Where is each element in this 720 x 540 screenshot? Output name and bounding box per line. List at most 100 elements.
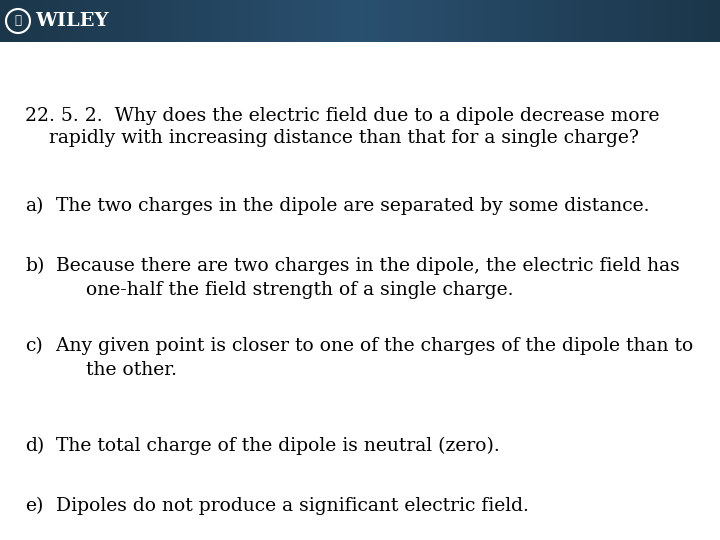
Bar bbox=[266, 0, 270, 42]
Bar bbox=[580, 0, 583, 42]
Text: d): d) bbox=[25, 437, 44, 455]
Bar bbox=[558, 0, 562, 42]
Bar bbox=[234, 0, 238, 42]
Text: e): e) bbox=[25, 497, 43, 515]
Bar bbox=[425, 0, 428, 42]
Bar bbox=[623, 0, 626, 42]
Bar bbox=[547, 0, 551, 42]
Bar bbox=[544, 0, 547, 42]
Bar bbox=[238, 0, 241, 42]
Bar bbox=[637, 0, 641, 42]
Bar bbox=[716, 0, 720, 42]
Bar bbox=[464, 0, 468, 42]
Bar bbox=[173, 0, 176, 42]
Bar bbox=[241, 0, 245, 42]
Bar bbox=[317, 0, 320, 42]
Bar bbox=[202, 0, 205, 42]
Bar bbox=[594, 0, 598, 42]
Bar bbox=[644, 0, 648, 42]
Bar bbox=[569, 0, 572, 42]
Text: The total charge of the dipole is neutral (zero).: The total charge of the dipole is neutra… bbox=[50, 437, 500, 455]
Bar bbox=[515, 0, 518, 42]
Bar bbox=[421, 0, 425, 42]
Bar bbox=[389, 0, 392, 42]
Bar bbox=[479, 0, 482, 42]
Bar bbox=[472, 0, 475, 42]
Bar bbox=[126, 0, 130, 42]
Bar bbox=[335, 0, 338, 42]
Bar bbox=[230, 0, 234, 42]
Bar bbox=[54, 0, 58, 42]
Bar bbox=[158, 0, 162, 42]
Bar bbox=[277, 0, 281, 42]
Text: a): a) bbox=[25, 197, 43, 215]
Bar bbox=[216, 0, 220, 42]
Bar bbox=[378, 0, 382, 42]
Text: Because there are two charges in the dipole, the electric field has
      one-ha: Because there are two charges in the dip… bbox=[50, 257, 680, 299]
Bar bbox=[209, 0, 212, 42]
Bar bbox=[263, 0, 266, 42]
Bar bbox=[367, 0, 371, 42]
Bar bbox=[148, 0, 151, 42]
Bar bbox=[166, 0, 169, 42]
Bar bbox=[677, 0, 680, 42]
Bar bbox=[306, 0, 310, 42]
Bar bbox=[403, 0, 407, 42]
Bar bbox=[486, 0, 490, 42]
Bar bbox=[101, 0, 104, 42]
Bar bbox=[504, 0, 508, 42]
Bar bbox=[526, 0, 529, 42]
Bar bbox=[684, 0, 688, 42]
Bar bbox=[706, 0, 709, 42]
Bar bbox=[119, 0, 122, 42]
Bar bbox=[108, 0, 112, 42]
Bar bbox=[634, 0, 637, 42]
Bar bbox=[454, 0, 457, 42]
Bar bbox=[670, 0, 673, 42]
Bar bbox=[274, 0, 277, 42]
Bar bbox=[270, 0, 274, 42]
Text: Dipoles do not produce a significant electric field.: Dipoles do not produce a significant ele… bbox=[50, 497, 529, 515]
Bar bbox=[608, 0, 612, 42]
Bar bbox=[529, 0, 533, 42]
Bar bbox=[310, 0, 313, 42]
Bar bbox=[432, 0, 436, 42]
Bar bbox=[522, 0, 526, 42]
Bar bbox=[554, 0, 558, 42]
Bar bbox=[259, 0, 263, 42]
Bar bbox=[130, 0, 133, 42]
Bar bbox=[572, 0, 576, 42]
Bar bbox=[418, 0, 421, 42]
Bar bbox=[533, 0, 536, 42]
Bar bbox=[324, 0, 328, 42]
Bar bbox=[180, 0, 184, 42]
Bar bbox=[630, 0, 634, 42]
Bar bbox=[540, 0, 544, 42]
Text: b): b) bbox=[25, 257, 45, 275]
Bar bbox=[353, 0, 356, 42]
Bar bbox=[536, 0, 540, 42]
Bar bbox=[662, 0, 666, 42]
Bar bbox=[655, 0, 659, 42]
Bar bbox=[205, 0, 209, 42]
Bar bbox=[25, 0, 29, 42]
Text: WILEY: WILEY bbox=[35, 12, 109, 30]
Bar bbox=[590, 0, 594, 42]
Bar bbox=[518, 0, 522, 42]
Bar bbox=[4, 0, 7, 42]
Bar bbox=[90, 0, 94, 42]
Bar bbox=[601, 0, 605, 42]
Bar bbox=[36, 0, 40, 42]
Bar bbox=[364, 0, 367, 42]
Bar bbox=[576, 0, 580, 42]
Bar bbox=[382, 0, 385, 42]
Bar bbox=[151, 0, 155, 42]
Bar bbox=[86, 0, 90, 42]
Bar bbox=[497, 0, 500, 42]
Bar bbox=[598, 0, 601, 42]
Bar bbox=[65, 0, 68, 42]
Bar bbox=[443, 0, 446, 42]
Bar bbox=[587, 0, 590, 42]
Bar bbox=[76, 0, 79, 42]
Bar bbox=[428, 0, 432, 42]
